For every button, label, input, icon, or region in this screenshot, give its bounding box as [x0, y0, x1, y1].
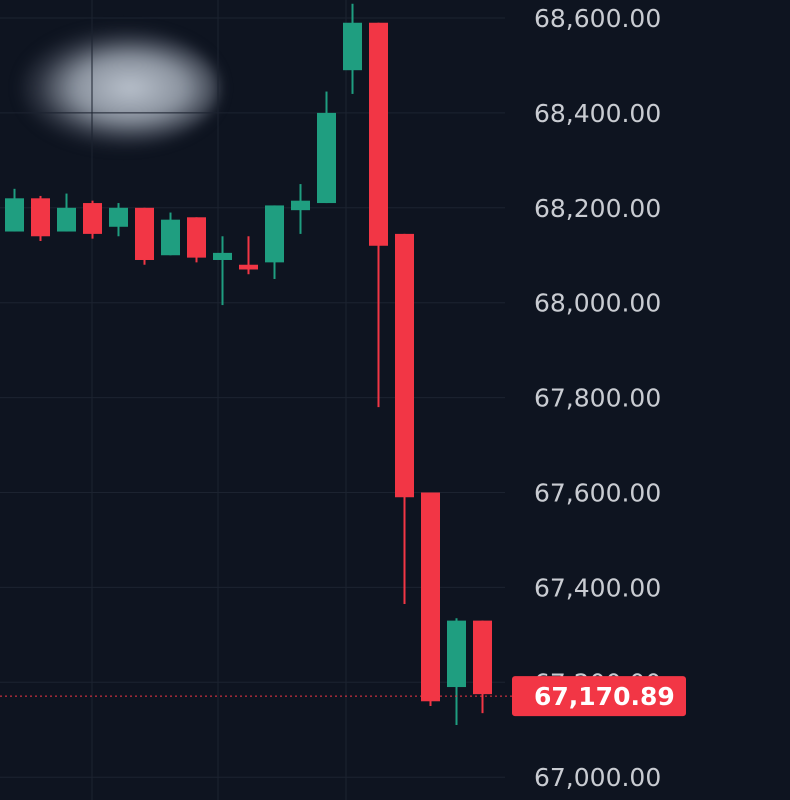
y-tick-label: 67,600.00	[534, 479, 661, 508]
candle-down	[239, 264, 258, 270]
candle-up	[57, 207, 76, 232]
y-tick-label: 68,400.00	[534, 99, 661, 128]
candle-up	[447, 620, 466, 688]
y-tick-label: 67,800.00	[534, 384, 661, 413]
y-tick-label: 68,600.00	[534, 4, 661, 33]
last-price-label: 67,170.89	[534, 682, 675, 711]
last-price-tag	[512, 676, 686, 717]
candle-up	[317, 112, 336, 204]
candle-up	[5, 198, 24, 232]
candle-down	[83, 203, 102, 234]
candle-up	[291, 200, 310, 211]
candle-up	[343, 22, 362, 71]
candle-down	[31, 198, 50, 237]
blurred-overlay	[20, 28, 220, 148]
candle-down	[369, 22, 388, 246]
candle-up	[213, 252, 232, 260]
y-tick-label: 67,400.00	[534, 573, 661, 602]
candle-down	[473, 620, 492, 695]
candle-down	[421, 492, 440, 702]
y-tick-label: 68,200.00	[534, 194, 661, 223]
candle-up	[109, 207, 128, 227]
candle-down	[395, 233, 414, 498]
candle-up	[161, 219, 180, 256]
candle-down	[187, 217, 206, 258]
candle-down	[135, 207, 154, 260]
y-tick-label: 67,000.00	[534, 763, 661, 792]
y-tick-label: 68,000.00	[534, 289, 661, 318]
candle-up	[265, 205, 284, 263]
